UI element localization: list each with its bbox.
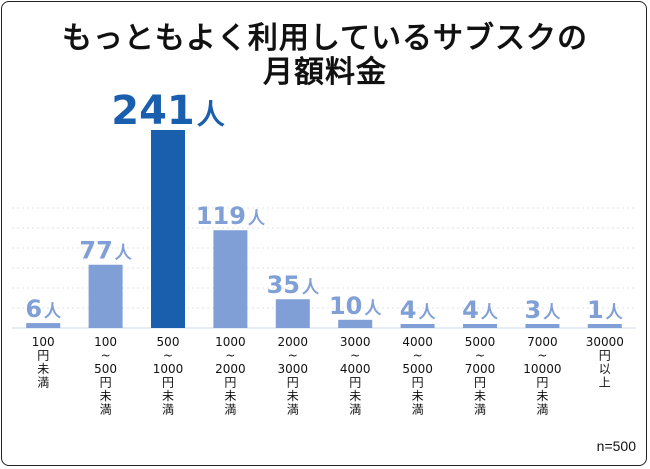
bar-3 [213,230,248,328]
bar-1 [88,264,123,328]
value-label-1: 77 人 [79,237,132,265]
category-label-7: 5000 ~7000 円未満 [465,335,496,417]
bar-8 [525,324,560,328]
category-label-1: 100 ~500 円未満 [94,335,117,417]
chart-title-line2: 月額料金 [263,55,387,90]
bar-5 [338,319,373,328]
bar-2 [151,130,185,328]
category-label-9: 30000 円以上 [586,335,624,390]
bar-6 [400,324,435,328]
bar-7 [463,324,497,328]
value-label-3: 119 人 [196,202,266,230]
chart-title-line1: もっともよく利用しているサブスクの [61,21,589,56]
value-label-4: 35 人 [267,271,320,299]
category-label-6: 4000 ~5000 円未満 [402,335,433,417]
bar-4 [275,299,310,328]
value-label-5: 10 人 [329,292,382,320]
value-label-2: 241人 [111,88,225,134]
sample-size-note: n=500 [596,438,636,454]
category-label-5: 3000 ~4000 円未満 [340,335,371,417]
category-label-8: 7000 ~10000 円未満 [523,335,561,417]
bar-0 [26,323,61,328]
bar-9 [587,324,622,328]
category-label-4: 2000 ~3000 円未満 [278,335,309,417]
category-label-3: 1000 ~2000 円未満 [215,335,246,417]
category-label-2: 500 ~1000 円未満 [153,335,184,417]
category-label-0: 100 円未満 [32,335,55,390]
